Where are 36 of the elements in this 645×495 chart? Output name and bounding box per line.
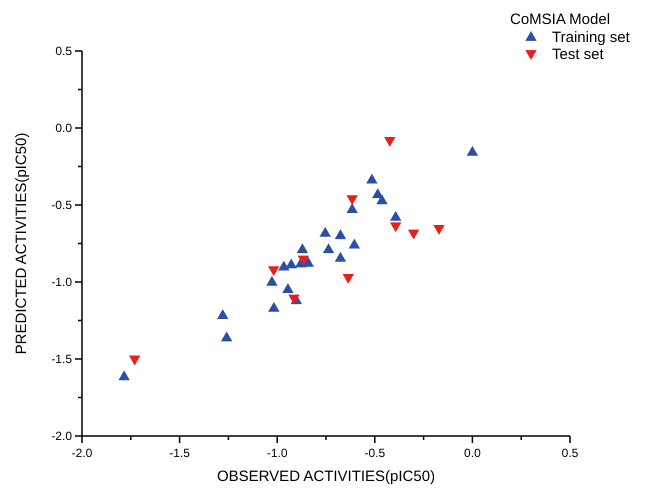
- point: [286, 258, 297, 268]
- x-tick-label: -0.5: [364, 446, 386, 460]
- point: [346, 203, 358, 214]
- point: [366, 174, 378, 184]
- point: [466, 146, 478, 156]
- point: [390, 210, 402, 221]
- y-tick-label: -0.5: [51, 198, 72, 212]
- x-tick-label: -1.0: [266, 446, 288, 460]
- y-tick-label: -2.0: [51, 429, 72, 444]
- x-tick-label: 0.5: [562, 446, 579, 460]
- point: [268, 302, 280, 312]
- point: [278, 260, 290, 270]
- x-tick-label: -2.0: [72, 446, 93, 460]
- point: [334, 229, 346, 240]
- point: [217, 309, 228, 320]
- y-tick-label: -1.5: [51, 352, 72, 366]
- point: [334, 252, 346, 262]
- y-axis-title: PREDICTED ACTIVITIES(pIC50): [13, 132, 30, 354]
- point: [322, 243, 334, 254]
- x-tick-label: 0.0: [464, 446, 482, 460]
- x-axis-title: OBSERVED ACTIVITIES(pIC50): [216, 468, 436, 485]
- point: [220, 331, 232, 342]
- point: [376, 194, 388, 204]
- y-tick-label: 0.5: [55, 44, 72, 58]
- y-tick-label: 0.0: [55, 121, 72, 136]
- point: [348, 238, 360, 248]
- legend-title: CoMSIA Model: [510, 11, 610, 28]
- x-tick-label: -1.5: [169, 446, 190, 460]
- point: [266, 276, 278, 286]
- legend-label: Test set: [552, 46, 605, 63]
- point: [282, 283, 294, 293]
- point: [296, 243, 308, 254]
- point: [118, 370, 130, 380]
- point: [320, 226, 331, 237]
- legend-label: Training set: [552, 29, 631, 46]
- y-tick-label: -1.0: [51, 275, 72, 290]
